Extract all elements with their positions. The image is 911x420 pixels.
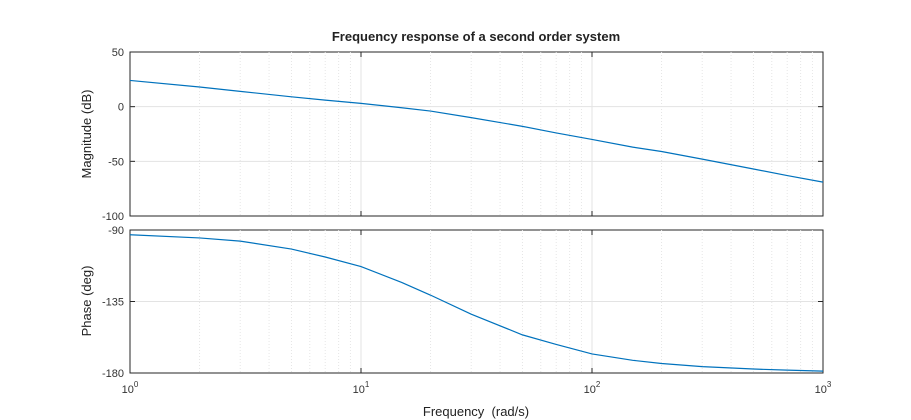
phase-grid — [129, 229, 824, 374]
magnitude-y-tick-label: -100 — [102, 211, 124, 223]
magnitude-y-tick-label: -50 — [108, 156, 124, 168]
phase-curve — [129, 234, 824, 372]
phase-y-tick-label: -90 — [108, 225, 124, 237]
magnitude-y-tick-label: 50 — [112, 47, 124, 59]
x-axis-label: Frequency (rad/s) — [423, 404, 529, 419]
magnitude-grid — [129, 51, 824, 217]
magnitude-y-tick-label: 0 — [118, 102, 124, 114]
phase-y-axis-label: Phase (deg) — [79, 266, 94, 337]
x-tick-label: 100 — [122, 380, 139, 396]
phase-y-tick-label: -135 — [102, 297, 124, 309]
x-tick-label: 102 — [584, 380, 601, 396]
x-tick-labels: 100 101 102 103 — [122, 380, 832, 396]
phase-y-ticks: -90 -135 -180 — [102, 225, 124, 380]
phase-panel: -90 -135 -180 Phase (deg) — [79, 225, 824, 380]
magnitude-y-ticks: 50 0 -50 -100 — [102, 47, 124, 223]
magnitude-plot-area — [129, 51, 824, 217]
x-tick-label: 103 — [815, 380, 832, 396]
x-tick-label: 101 — [353, 380, 370, 396]
chart-title: Frequency response of a second order sys… — [332, 29, 620, 44]
magnitude-panel: 50 0 -50 -100 Magnitude (dB) — [79, 47, 824, 223]
magnitude-y-axis-label: Magnitude (dB) — [79, 90, 94, 179]
magnitude-curve — [129, 79, 824, 183]
phase-y-tick-label: -180 — [102, 368, 124, 380]
